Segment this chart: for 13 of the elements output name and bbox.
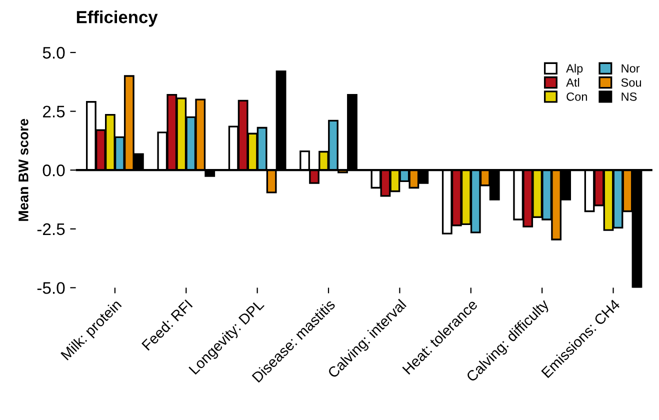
y-tick-label: 0.0 — [42, 164, 65, 176]
y-axis-title: Mean BW score — [18, 118, 28, 221]
legend-label: Con — [566, 92, 587, 101]
y-tick-label: 2.5 — [43, 106, 65, 118]
legend-label: Atl — [566, 78, 580, 87]
legend-label: Sou — [621, 78, 641, 87]
chart-title: Efficiency — [76, 10, 158, 27]
y-tick-label: -5.0 — [37, 282, 65, 294]
legend-label: Alp — [566, 64, 583, 75]
legend-label: NS — [622, 92, 637, 101]
y-tick-label: 5.0 — [42, 46, 65, 59]
y-tick-label: -2.5 — [37, 223, 65, 236]
legend-label: Nor — [622, 64, 640, 73]
